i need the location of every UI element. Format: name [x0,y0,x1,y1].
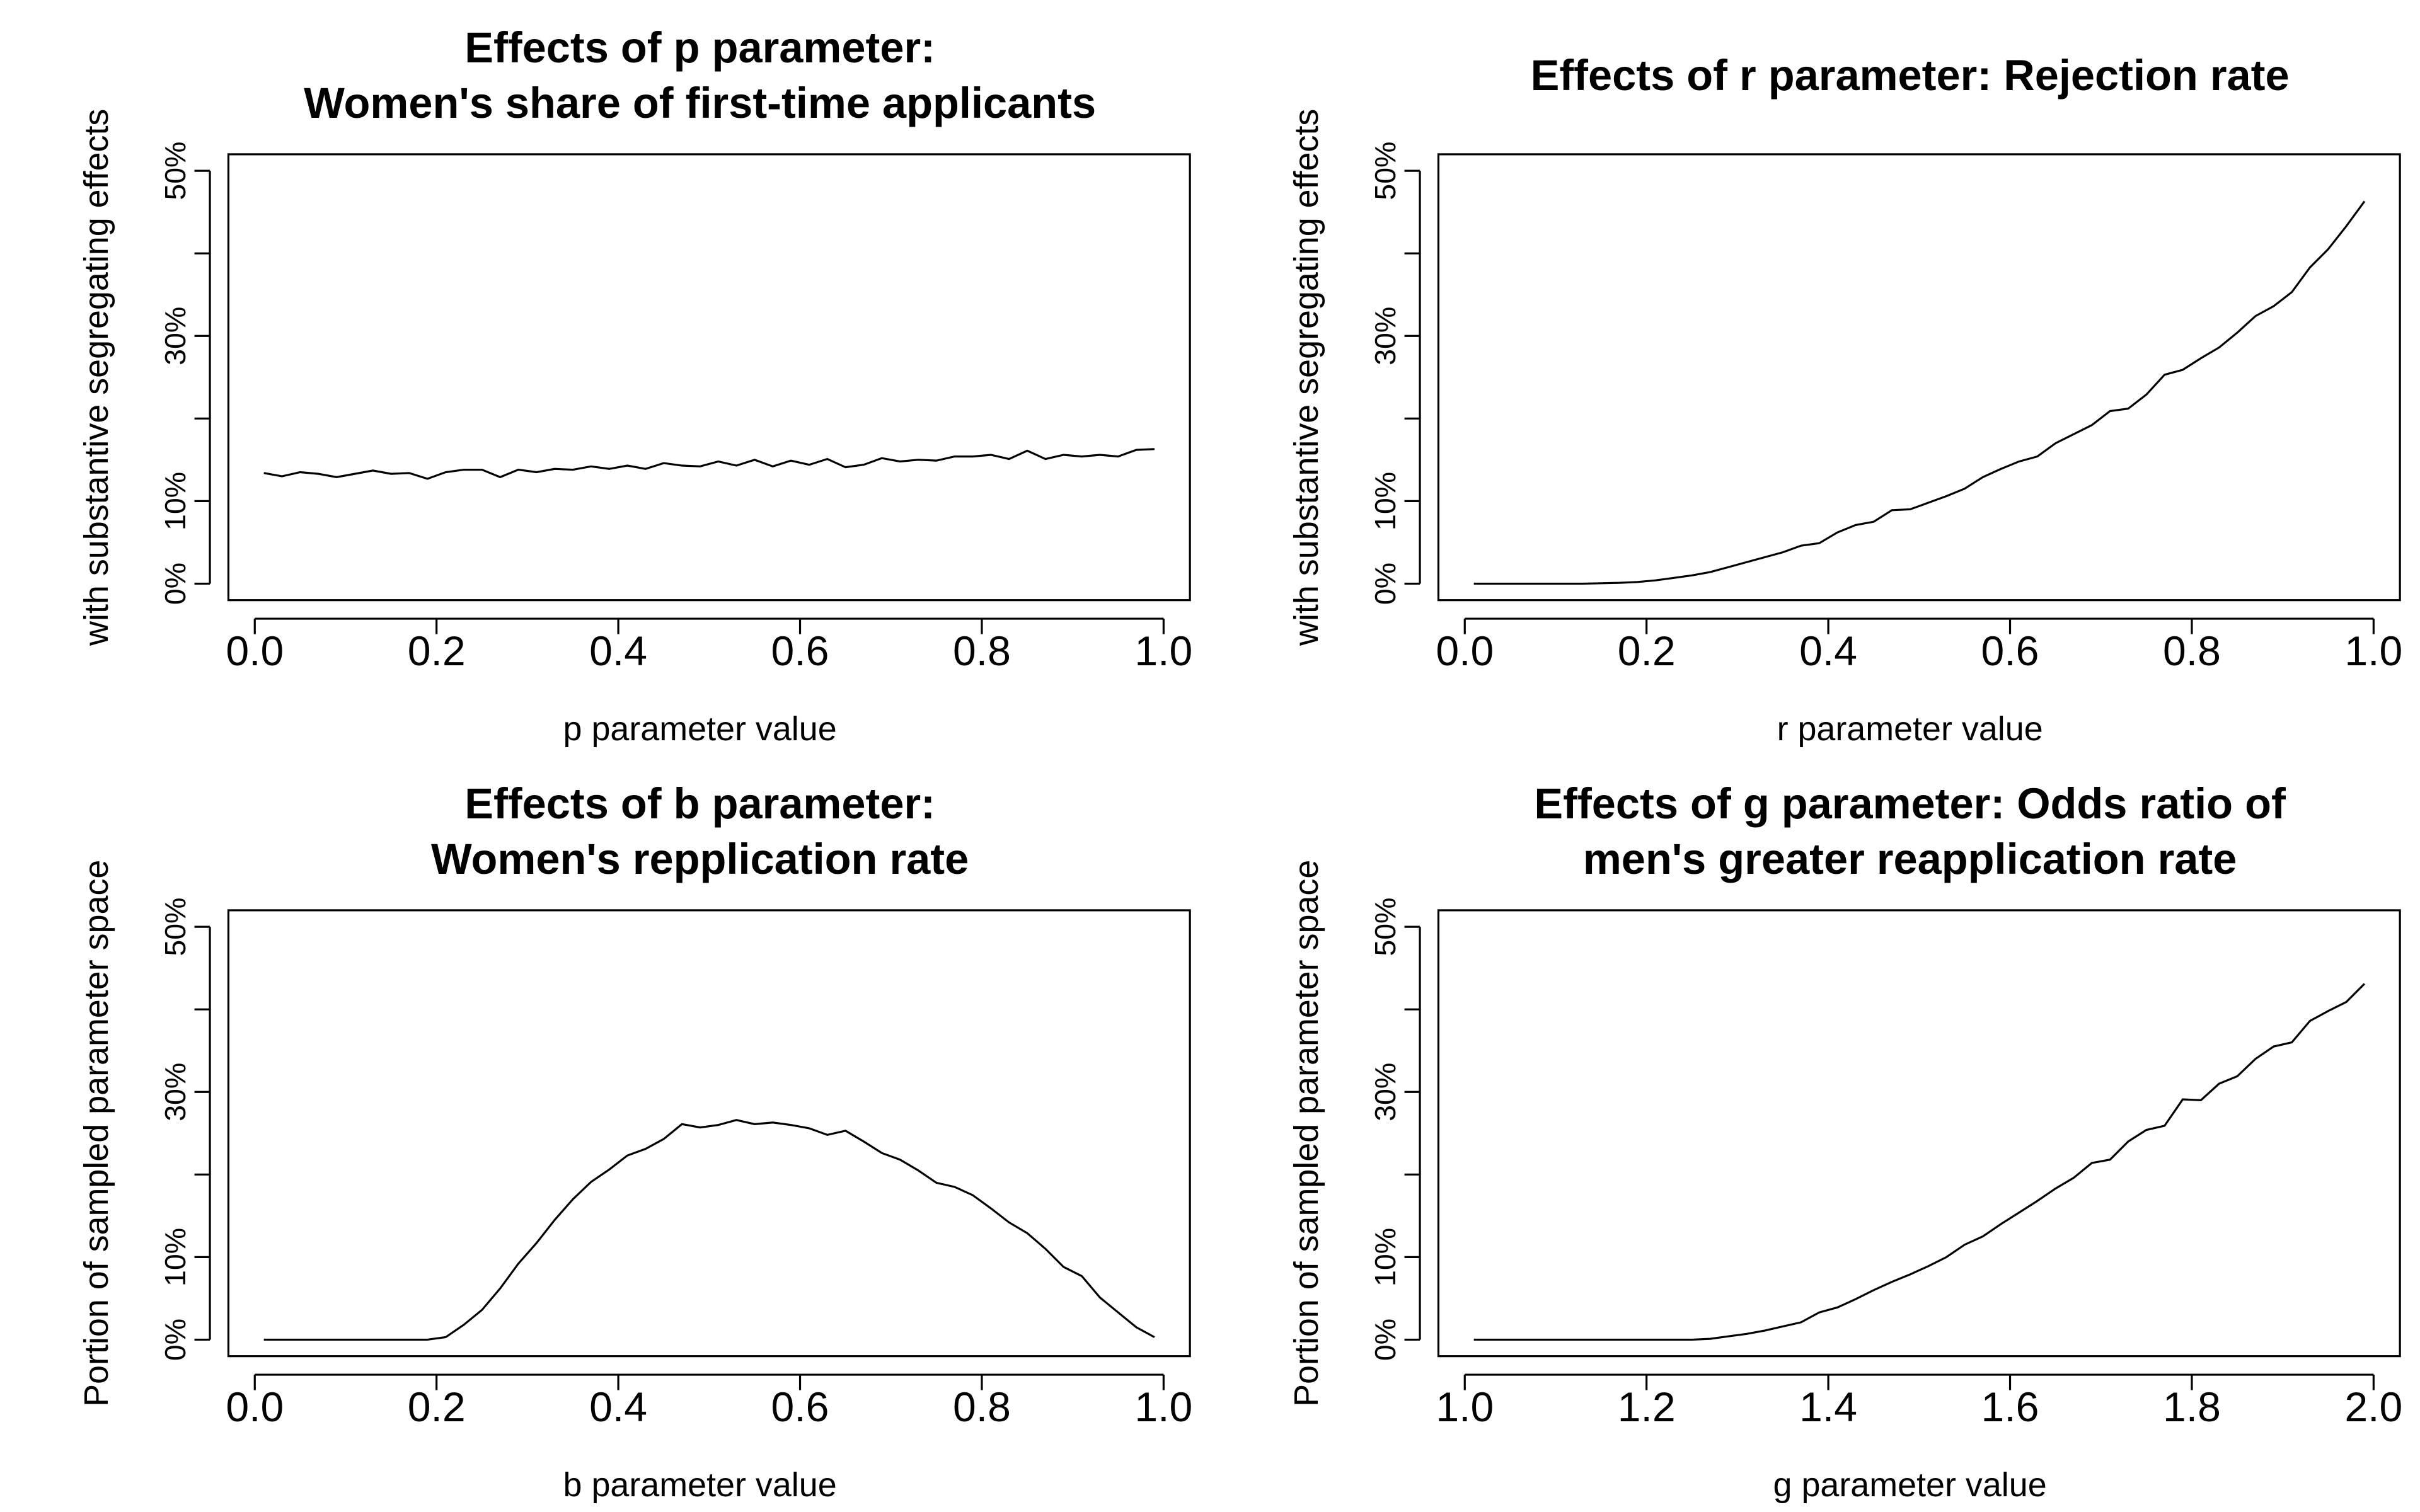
x-tick-label: 0.6 [1981,628,2039,675]
x-tick-label: 1.8 [2163,1384,2221,1431]
chart-title: Women's repplication rate [431,835,969,883]
y-tick-label: 10% [1369,1228,1402,1286]
y-tick-label: 10% [1369,472,1402,530]
x-tick-label: 0.8 [953,1384,1011,1431]
y-tick-label: 30% [159,1063,192,1121]
y-tick-label: 0% [159,1319,192,1361]
data-line [1473,983,2366,1341]
x-tick-label: 0.4 [1799,628,1857,675]
x-tick-label: 0.0 [1436,628,1494,675]
x-tick-label: 0.0 [226,1384,284,1431]
plot-box [227,153,1191,602]
x-tick-label: 1.0 [2344,628,2402,675]
x-tick-label: 1.0 [1436,1384,1494,1431]
x-tick-label: 1.4 [1799,1384,1857,1431]
x-tick-label: 0.4 [589,1384,647,1431]
y-tick-label: 50% [159,898,192,956]
y-axis-label: Portion of sampled parameter space [1288,860,1325,1407]
y-tick-label: 0% [1369,1319,1402,1361]
plot-box [227,909,1191,1358]
x-tick-label: 1.0 [1134,1384,1192,1431]
x-axis-label: r parameter value [1777,710,2043,748]
x-tick-label: 1.6 [1981,1384,2039,1431]
y-tick-label: 0% [159,563,192,605]
x-tick-label: 0.6 [771,1384,829,1431]
data-line [263,1119,1155,1341]
x-tick-label: 0.0 [226,628,284,675]
y-axis-label: with substantive segregating effects [1288,109,1325,646]
x-tick-label: 0.8 [2163,628,2221,675]
x-tick-label: 0.8 [953,628,1011,675]
x-tick-label: 2.0 [2344,1384,2402,1431]
x-axis-label: p parameter value [563,710,837,748]
data-line [263,448,1155,480]
y-tick-label: 0% [1369,563,1402,605]
x-tick-label: 0.4 [589,628,647,675]
y-tick-label: 30% [1369,1063,1402,1121]
plot-box [1437,153,2401,602]
chart-title: Women's share of first-time applicants [304,79,1096,127]
y-tick-label: 50% [1369,898,1402,956]
x-tick-label: 0.2 [1618,628,1676,675]
x-axis-label: g parameter value [1773,1466,2047,1504]
y-tick-label: 50% [159,142,192,200]
x-tick-label: 0.2 [408,1384,466,1431]
y-tick-label: 30% [159,307,192,365]
y-tick-label: 10% [159,472,192,530]
chart-title: Effects of p parameter: [464,23,935,72]
data-line [1473,200,2366,585]
x-tick-label: 1.0 [1134,628,1192,675]
x-axis-label: b parameter value [563,1466,837,1504]
y-tick-label: 50% [1369,142,1402,200]
y-tick-label: 30% [1369,307,1402,365]
plot-box [1437,909,2401,1358]
x-tick-label: 0.2 [408,628,466,675]
y-axis-label: Portion of sampled parameter space [78,860,115,1407]
chart-title: Effects of b parameter: [464,779,935,828]
y-axis-label: with substantive segregating effects [78,109,115,646]
chart-title: men's greater reapplication rate [1583,835,2237,883]
x-tick-label: 1.2 [1618,1384,1676,1431]
y-tick-label: 10% [159,1228,192,1286]
x-tick-label: 0.6 [771,628,829,675]
chart-title: Effects of r parameter: Rejection rate [1531,51,2290,100]
chart-title: Effects of g parameter: Odds ratio of [1534,779,2286,828]
